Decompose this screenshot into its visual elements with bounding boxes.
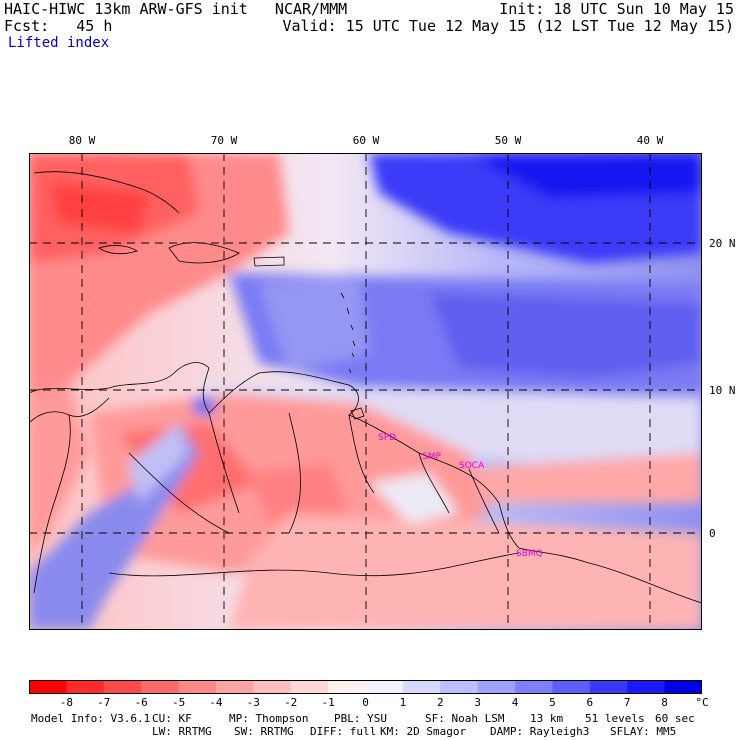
colorbar-cell <box>515 680 553 694</box>
lon-label-80w: 80 W <box>68 134 96 147</box>
valid-time: Valid: 15 UTC Tue 12 May 15 (12 LST Tue … <box>282 17 734 35</box>
footer-resolution: 13 km <box>530 712 564 725</box>
station-spd: SPD <box>378 433 396 443</box>
colorbar-tick-label: 7 <box>623 696 631 709</box>
colorbar-tick-label: 3 <box>474 696 481 709</box>
colorbar-cell <box>365 680 404 694</box>
init-time: Init: 18 UTC Sun 10 May 15 <box>499 0 734 18</box>
colorbar-cell <box>477 680 516 694</box>
colorbar-tick-label: 1 <box>399 696 407 709</box>
map-frame <box>29 153 702 630</box>
colorbar-tick-label: -3 <box>246 696 260 709</box>
colorbar-tick-label: 6 <box>586 696 594 709</box>
station-sbmq: SBMQ <box>516 549 543 559</box>
colorbar-cell <box>66 680 105 694</box>
colorbar-tick-label: -8 <box>59 696 74 709</box>
colorbar-cell <box>253 680 292 694</box>
colorbar-cell <box>178 680 217 694</box>
colorbar-tick-label: -4 <box>209 696 223 709</box>
colorbar-cell <box>215 680 254 694</box>
footer-levels: 51 levels <box>585 712 645 725</box>
colorbar-cell <box>103 680 142 694</box>
colorbar-tick-label: -5 <box>171 696 186 709</box>
lon-label-70w: 70 W <box>210 134 238 147</box>
colorbar-cell <box>664 680 702 694</box>
colorbar-tick-label: 4 <box>511 696 519 709</box>
colorbar-tick-label: 2 <box>436 696 444 709</box>
colorbar-cell <box>552 680 591 694</box>
colorbar-cell <box>402 680 441 694</box>
lat-label-0: 0 <box>709 527 716 540</box>
colorbar-tick-label: -2 <box>284 696 298 709</box>
forecast-hour: Fcst: 45 h <box>4 17 113 35</box>
lon-label-40w: 40 W <box>636 134 664 147</box>
footer-model-info: Model Info: V3.6.1 <box>31 712 151 725</box>
colorbar-unit: °C <box>695 696 709 709</box>
colorbar-cell <box>589 680 628 694</box>
field-name: Lifted index <box>8 35 110 51</box>
colorbar <box>29 680 702 694</box>
colorbar-tick-label: -6 <box>134 696 148 709</box>
colorbar-tick-label: 8 <box>661 696 668 709</box>
colorbar-cell <box>328 680 366 694</box>
lifted-index-map: SPD SMP SOCA SBMQ <box>29 153 702 630</box>
footer-km: KM: 2D Smagor <box>380 725 467 738</box>
colorbar-cell <box>440 680 479 694</box>
station-soca: SOCA <box>459 461 485 471</box>
lifted-index-shading <box>29 153 702 630</box>
footer-cu: CU: KF <box>152 712 192 725</box>
lat-label-10n: 10 N <box>709 384 736 397</box>
lat-lon-grid <box>29 153 702 630</box>
colorbar-tick-label: 0 <box>362 696 369 709</box>
colorbar-cell <box>29 680 67 694</box>
footer-sf: SF: Noah LSM <box>425 712 505 725</box>
lon-label-60w: 60 W <box>352 134 380 147</box>
lat-label-20n: 20 N <box>709 237 736 250</box>
station-smp: SMP <box>422 452 441 462</box>
footer-sflay: SFLAY: MM5 <box>610 725 677 738</box>
lon-label-50w: 50 W <box>494 134 522 147</box>
footer-sw: SW: RRTMG <box>234 725 294 738</box>
colorbar-tick-label: -7 <box>97 696 111 709</box>
footer-diff: DIFF: full <box>310 725 377 738</box>
footer-timestep: 60 sec <box>655 712 695 725</box>
colorbar-cell <box>290 680 329 694</box>
colorbar-cell <box>141 680 180 694</box>
colorbar-tick-label: 5 <box>549 696 556 709</box>
footer-lw: LW: RRTMG <box>152 725 212 738</box>
footer-mp: MP: Thompson <box>229 712 309 725</box>
footer-damp: DAMP: Rayleigh3 <box>490 725 590 738</box>
colorbar-cell <box>627 680 666 694</box>
model-title: HAIC-HIWC 13km ARW-GFS init NCAR/MMM <box>4 0 348 18</box>
colorbar-tick-label: -1 <box>321 696 335 709</box>
footer-pbl: PBL: YSU <box>334 712 387 725</box>
